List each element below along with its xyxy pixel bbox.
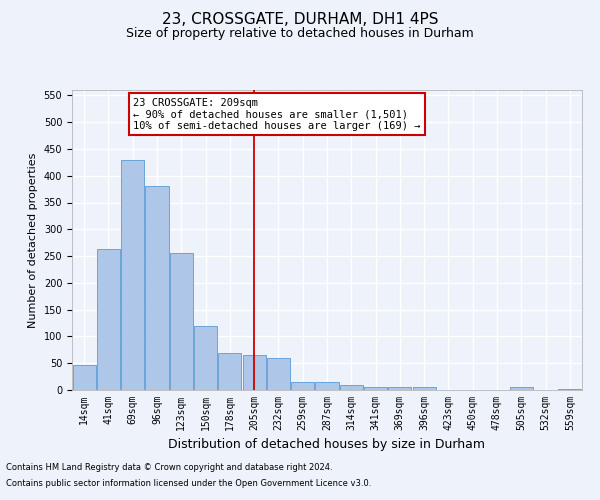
Text: Contains public sector information licensed under the Open Government Licence v3: Contains public sector information licen… [6, 478, 371, 488]
Text: 23 CROSSGATE: 209sqm
← 90% of detached houses are smaller (1,501)
10% of semi-de: 23 CROSSGATE: 209sqm ← 90% of detached h… [133, 98, 421, 130]
Bar [413, 388, 436, 390]
Bar [267, 358, 290, 390]
Bar [510, 388, 533, 390]
Text: Contains HM Land Registry data © Crown copyright and database right 2024.: Contains HM Land Registry data © Crown c… [6, 464, 332, 472]
Bar [218, 352, 241, 390]
Text: Size of property relative to detached houses in Durham: Size of property relative to detached ho… [126, 28, 474, 40]
Text: 23, CROSSGATE, DURHAM, DH1 4PS: 23, CROSSGATE, DURHAM, DH1 4PS [162, 12, 438, 28]
Bar [170, 254, 193, 390]
Bar [388, 388, 412, 390]
Bar [97, 249, 120, 390]
Bar [73, 365, 95, 390]
Bar [340, 384, 363, 390]
Bar [559, 389, 581, 390]
Bar [364, 388, 387, 390]
Bar [316, 382, 338, 390]
Bar [121, 160, 144, 390]
Bar [194, 326, 217, 390]
Bar [291, 382, 314, 390]
Bar [242, 355, 266, 390]
Bar [145, 186, 169, 390]
X-axis label: Distribution of detached houses by size in Durham: Distribution of detached houses by size … [169, 438, 485, 452]
Y-axis label: Number of detached properties: Number of detached properties [28, 152, 38, 328]
